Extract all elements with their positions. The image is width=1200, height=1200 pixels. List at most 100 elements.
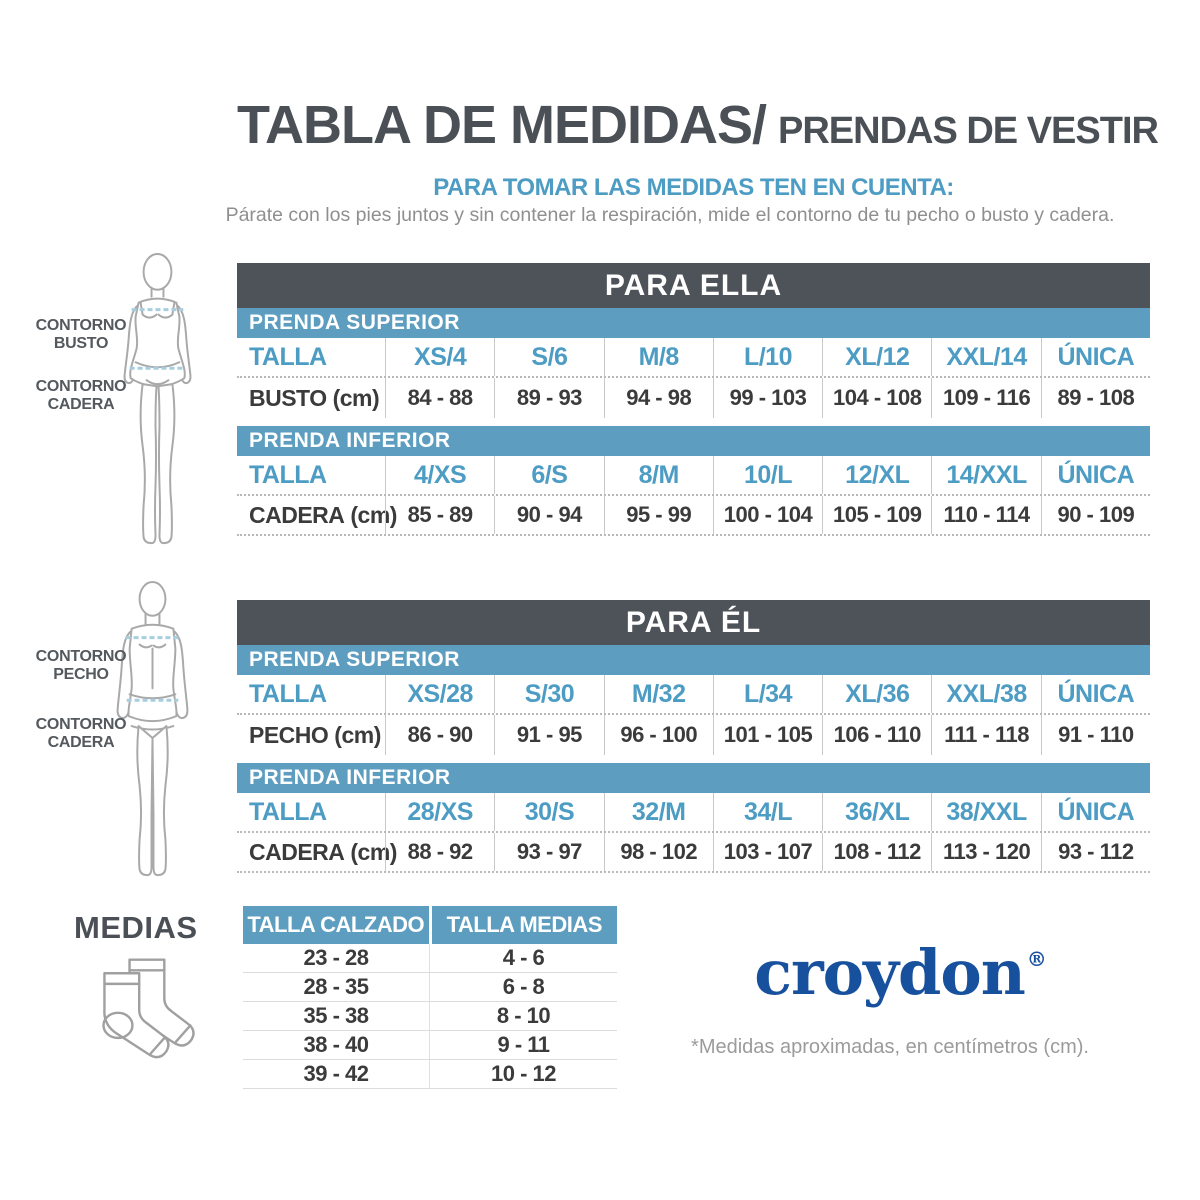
talla-header: TALLA <box>249 679 327 708</box>
size-cell: 4/XS <box>385 456 494 494</box>
value-cell: 108 - 112 <box>822 833 931 871</box>
value-cell: 99 - 103 <box>712 378 822 418</box>
measure-unit: (cm) <box>350 501 397 528</box>
size-cell: ÚNICA <box>1040 675 1150 713</box>
measure-name: CADERA <box>249 838 345 865</box>
talla-medias-value: 10 - 12 <box>491 1061 557 1086</box>
page-title-main: TABLA DE MEDIDAS/ <box>237 95 767 155</box>
measure-name: PECHO <box>249 721 329 748</box>
talla-calzado-value: 38 - 40 <box>243 1031 430 1059</box>
measure-row-label: CADERA (cm) <box>237 496 397 534</box>
label-contorno-busto: CONTORNO BUSTO <box>33 317 129 354</box>
size-cell: 32/M <box>603 793 713 831</box>
value-cell: 84 - 88 <box>385 378 494 418</box>
socks-icon <box>102 958 195 1059</box>
label-contorno-pecho: CONTORNO PECHO <box>33 648 129 685</box>
size-table-el: PARA ÉL PRENDA SUPERIOR TALLA XS/28 S/30… <box>237 600 1150 873</box>
size-cell: XXL/38 <box>931 675 1040 713</box>
measure-name: BUSTO <box>249 384 327 411</box>
value-cell: 88 - 92 <box>385 833 494 871</box>
male-figure-illustration <box>116 580 189 877</box>
measure-row-label: CADERA (cm) <box>237 833 397 871</box>
size-cell: M/32 <box>603 675 713 713</box>
value-cell: 98 - 102 <box>603 833 713 871</box>
size-cell: 14/XXL <box>931 456 1040 494</box>
medias-col1-header: TALLA CALZADO <box>243 906 429 944</box>
female-neck <box>150 286 165 298</box>
male-right-leg <box>151 725 169 877</box>
front-sock-toe-line <box>149 1035 167 1055</box>
medias-table-row: 39 - 42 10 - 12 <box>243 1060 617 1089</box>
label-contorno-busto-line1: CONTORNO <box>35 317 127 334</box>
size-cell: ÚNICA <box>1040 793 1150 831</box>
label-contorno-pecho-line2: PECHO <box>53 666 109 684</box>
size-cell: 28/XS <box>385 793 494 831</box>
size-cell: 38/XXL <box>931 793 1040 831</box>
value-cell: 85 - 89 <box>385 496 494 534</box>
size-cell: ÚNICA <box>1040 456 1150 494</box>
ella-prenda-superior-section: PRENDA SUPERIOR TALLA XS/4 S/6 M/8 L/10 … <box>237 308 1150 418</box>
el-superior-size-row: TALLA XS/28 S/30 M/32 L/34 XL/36 XXL/38 … <box>237 675 1150 715</box>
label-contorno-cadera-male-line1: CONTORNO <box>35 716 127 733</box>
size-cell: ÚNICA <box>1040 338 1150 376</box>
size-cell: 6/S <box>494 456 603 494</box>
value-cell: 109 - 116 <box>931 378 1040 418</box>
measure-unit: (cm) <box>350 838 397 865</box>
label-contorno-cadera-male: CONTORNO CADERA <box>33 716 129 753</box>
section-bar-prenda-inferior: PRENDA INFERIOR <box>237 426 1150 456</box>
ella-superior-size-row: TALLA XS/4 S/6 M/8 L/10 XL/12 XXL/14 ÚNI… <box>237 338 1150 378</box>
talla-header: TALLA <box>249 460 327 489</box>
female-left-leg <box>139 383 158 545</box>
el-pecho-row: PECHO (cm) 86 - 90 91 - 95 96 - 100 101 … <box>237 715 1150 755</box>
size-cell: 36/XL <box>822 793 931 831</box>
medias-table-row: 23 - 28 4 - 6 <box>243 944 617 973</box>
size-cell: L/10 <box>712 338 822 376</box>
size-cell: 12/XL <box>822 456 931 494</box>
medias-col2-header: TALLA MEDIAS <box>431 906 617 944</box>
value-cell: 95 - 99 <box>603 496 713 534</box>
ella-busto-row: BUSTO (cm) 84 - 88 89 - 93 94 - 98 99 - … <box>237 378 1150 418</box>
label-contorno-cadera-male-line2: CADERA <box>47 734 115 752</box>
page-title: TABLA DE MEDIDAS/PRENDAS DE VESTIR <box>237 94 1159 156</box>
talla-calzado-value: 35 - 38 <box>243 1002 430 1030</box>
el-prenda-inferior-section: PRENDA INFERIOR TALLA 28/XS 30/S 32/M 34… <box>237 763 1150 873</box>
value-cell: 103 - 107 <box>712 833 822 871</box>
female-figure-illustration <box>123 252 192 545</box>
label-contorno-cadera-female: CONTORNO CADERA <box>33 378 129 415</box>
size-cell: XL/12 <box>822 338 931 376</box>
talla-medias-value: 4 - 6 <box>502 945 545 970</box>
value-cell: 106 - 110 <box>822 715 931 755</box>
medias-heading: MEDIAS <box>74 910 198 945</box>
male-chest-lines <box>138 643 167 690</box>
value-cell: 101 - 105 <box>712 715 822 755</box>
female-bra <box>139 301 176 319</box>
measure-row-label: PECHO (cm) <box>237 715 385 755</box>
medias-table-header: TALLA CALZADO TALLA MEDIAS <box>243 906 617 944</box>
medias-table: TALLA CALZADO TALLA MEDIAS 23 - 28 4 - 6… <box>243 906 617 1089</box>
registered-trademark-symbol: ® <box>1026 947 1047 971</box>
talla-header: TALLA <box>249 797 327 826</box>
size-cell: 30/S <box>494 793 603 831</box>
size-cell: L/34 <box>712 675 822 713</box>
measure-unit: (cm) <box>332 384 380 411</box>
male-shorts <box>128 693 177 731</box>
front-sock <box>103 972 170 1059</box>
male-head <box>138 580 167 617</box>
table-title-el: PARA ÉL <box>237 600 1150 645</box>
size-cell: XS/28 <box>385 675 494 713</box>
size-table-ella: PARA ELLA PRENDA SUPERIOR TALLA XS/4 S/6… <box>237 263 1150 536</box>
value-cell: 86 - 90 <box>385 715 494 755</box>
size-cell: XS/4 <box>385 338 494 376</box>
measurements-footnote: *Medidas aproximadas, en centímetros (cm… <box>691 1036 1089 1058</box>
instructions-text: Párate con los pies juntos y sin contene… <box>225 204 1115 226</box>
value-cell: 90 - 109 <box>1040 496 1150 534</box>
male-left-leg <box>136 725 154 877</box>
ella-inferior-size-row: TALLA 4/XS 6/S 8/M 10/L 12/XL 14/XXL ÚNI… <box>237 456 1150 496</box>
talla-medias-value: 6 - 8 <box>502 974 545 999</box>
value-cell: 110 - 114 <box>931 496 1040 534</box>
table-title-ella: PARA ELLA <box>237 263 1150 308</box>
size-cell: S/30 <box>494 675 603 713</box>
talla-medias-value: 9 - 11 <box>497 1032 550 1057</box>
el-inferior-size-row: TALLA 28/XS 30/S 32/M 34/L 36/XL 38/XXL … <box>237 793 1150 833</box>
